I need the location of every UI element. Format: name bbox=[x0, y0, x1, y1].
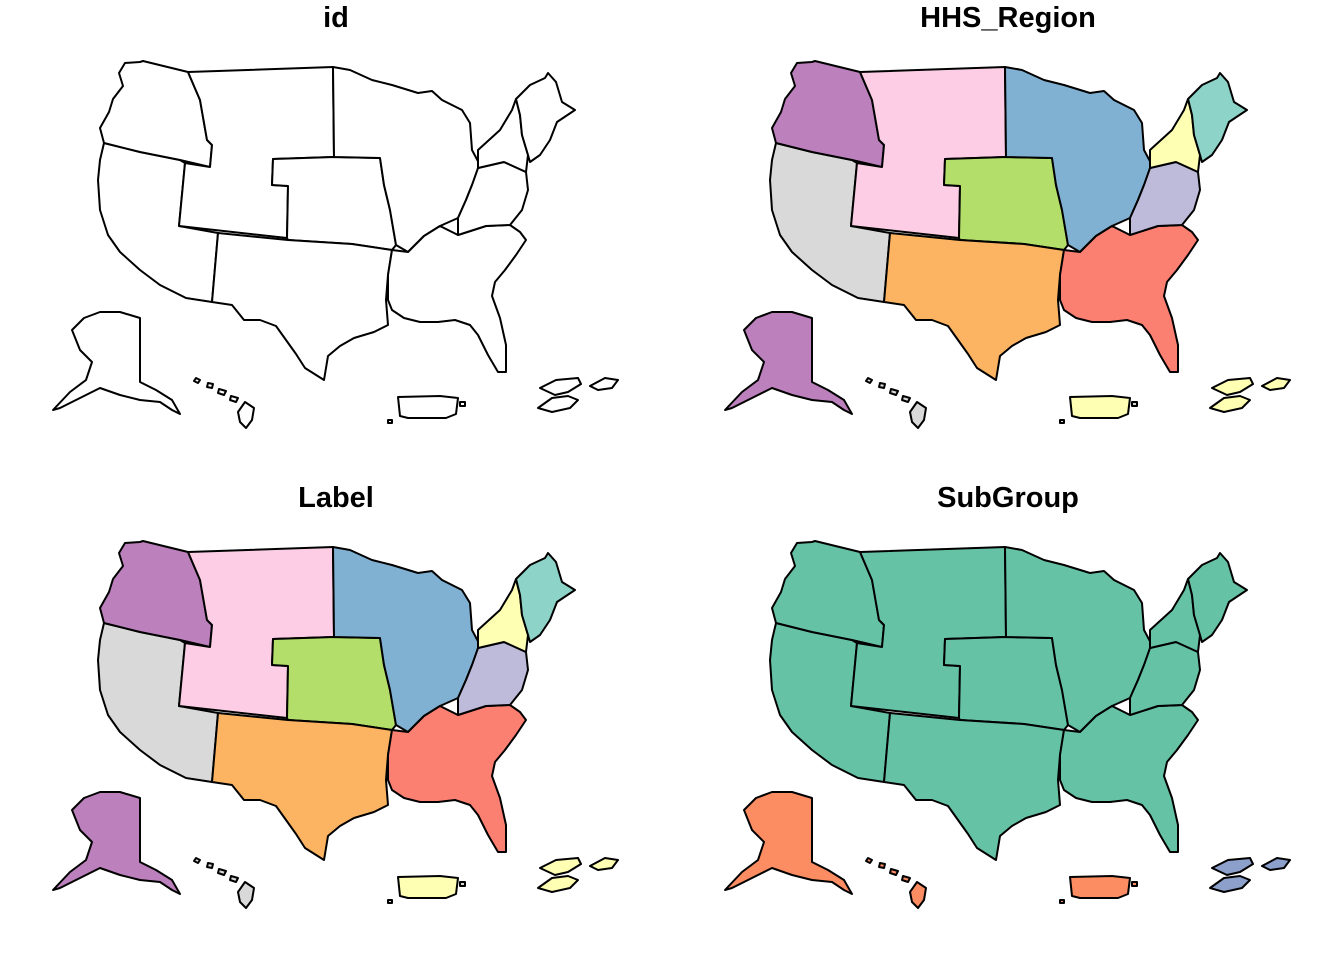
small-island bbox=[901, 395, 911, 403]
region-tx bbox=[883, 712, 1065, 861]
panel-title: HHS_Region bbox=[920, 2, 1096, 34]
small-island bbox=[387, 419, 393, 424]
small-island bbox=[1059, 899, 1065, 904]
region-tx bbox=[211, 232, 393, 381]
region-hi bbox=[909, 881, 927, 909]
region-ak bbox=[724, 311, 853, 415]
region-pr bbox=[1069, 875, 1131, 899]
region-pr bbox=[397, 395, 459, 419]
region-vi bbox=[537, 377, 619, 413]
region-ks bbox=[943, 636, 1069, 731]
region-ks bbox=[943, 156, 1069, 251]
panel-title: SubGroup bbox=[937, 482, 1079, 514]
small-island bbox=[193, 857, 201, 864]
region-hi bbox=[237, 881, 255, 909]
region-tx bbox=[211, 712, 393, 861]
region-pr bbox=[1069, 395, 1131, 419]
region-ak bbox=[724, 791, 853, 895]
small-island bbox=[889, 868, 899, 876]
small-island bbox=[1131, 401, 1138, 407]
region-map bbox=[724, 540, 1291, 909]
region-vi bbox=[1209, 857, 1291, 893]
region-ks bbox=[271, 156, 397, 251]
region-ak bbox=[52, 311, 181, 415]
region-map bbox=[52, 540, 619, 909]
map-panel-subgroup: SubGroup bbox=[672, 480, 1344, 960]
panel-title: Label bbox=[298, 482, 374, 514]
region-nw bbox=[99, 60, 213, 168]
region-nw bbox=[99, 540, 213, 648]
region-nw bbox=[771, 60, 885, 168]
small-island bbox=[878, 862, 886, 869]
region-map bbox=[52, 60, 619, 429]
region-ak bbox=[52, 791, 181, 895]
region-hi bbox=[237, 401, 255, 429]
small-island bbox=[206, 382, 214, 389]
region-hi bbox=[909, 401, 927, 429]
small-island bbox=[1059, 419, 1065, 424]
map-panel-id: id bbox=[0, 0, 672, 480]
small-island bbox=[217, 388, 227, 396]
region-ne bbox=[515, 72, 576, 163]
region-nw bbox=[771, 540, 885, 648]
region-ne bbox=[1187, 72, 1248, 163]
small-island bbox=[459, 401, 466, 407]
small-island bbox=[889, 388, 899, 396]
region-vi bbox=[1209, 377, 1291, 413]
small-island bbox=[217, 868, 227, 876]
small-island bbox=[229, 395, 239, 403]
region-vi bbox=[537, 857, 619, 893]
small-island bbox=[193, 377, 201, 384]
region-ne bbox=[1187, 552, 1248, 643]
small-island bbox=[387, 899, 393, 904]
small-island bbox=[206, 862, 214, 869]
small-island bbox=[1131, 881, 1138, 887]
region-ks bbox=[271, 636, 397, 731]
map-panel-label: Label bbox=[0, 480, 672, 960]
small-island bbox=[901, 875, 911, 883]
small-island bbox=[878, 382, 886, 389]
region-pr bbox=[397, 875, 459, 899]
map-panel-hhs-region: HHS_Region bbox=[672, 0, 1344, 480]
small-island bbox=[459, 881, 466, 887]
region-tx bbox=[883, 232, 1065, 381]
panel-title: id bbox=[323, 2, 349, 34]
region-ne bbox=[515, 552, 576, 643]
region-map bbox=[724, 60, 1291, 429]
small-island bbox=[229, 875, 239, 883]
small-island bbox=[865, 377, 873, 384]
small-island bbox=[865, 857, 873, 864]
